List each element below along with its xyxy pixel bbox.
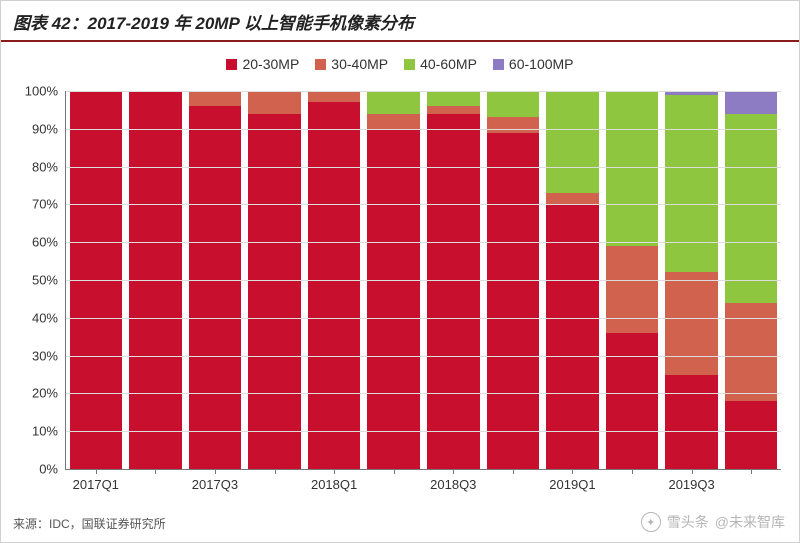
legend-item: 40-60MP	[404, 56, 477, 72]
watermark-author: @未来智库	[715, 512, 785, 532]
x-axis-label: 2019Q3	[668, 469, 714, 492]
bar-segment	[606, 333, 658, 469]
bar-segment	[427, 106, 479, 114]
legend-item: 60-100MP	[493, 56, 574, 72]
x-tick	[275, 469, 276, 474]
y-axis-label: 90%	[32, 121, 66, 136]
source-text: 来源：IDC，国联证券研究所	[13, 515, 166, 532]
x-axis-label: 2018Q1	[311, 469, 357, 492]
bar-segment	[427, 91, 479, 106]
bar-segment	[189, 106, 241, 469]
bar-segment	[606, 246, 658, 333]
y-axis-label: 80%	[32, 159, 66, 174]
bar-segment	[248, 91, 300, 114]
x-axis-label: 2018Q3	[430, 469, 476, 492]
legend-item: 20-30MP	[226, 56, 299, 72]
y-axis-label: 70%	[32, 197, 66, 212]
y-axis-label: 100%	[25, 84, 66, 99]
bar-segment	[308, 91, 360, 102]
bar-segment	[546, 91, 598, 193]
y-axis-label: 40%	[32, 310, 66, 325]
grid-line	[66, 393, 781, 394]
chart-title: 图表 42：2017-2019 年 20MP 以上智能手机像素分布	[13, 9, 787, 34]
grid-line	[66, 91, 781, 92]
watermark: ✦ 雪头条 @未来智库	[641, 512, 785, 532]
bar-segment	[487, 91, 539, 117]
legend-item: 30-40MP	[315, 56, 388, 72]
bar-segment	[367, 91, 419, 114]
title-bar: 图表 42：2017-2019 年 20MP 以上智能手机像素分布	[1, 1, 799, 42]
chart-card: 图表 42：2017-2019 年 20MP 以上智能手机像素分布 20-30M…	[0, 0, 800, 543]
watermark-logo-icon: ✦	[641, 512, 661, 532]
y-axis-label: 30%	[32, 348, 66, 363]
y-axis-label: 10%	[32, 424, 66, 439]
legend-label: 20-30MP	[242, 56, 299, 72]
y-axis-label: 60%	[32, 235, 66, 250]
y-axis-label: 20%	[32, 386, 66, 401]
bar-segment	[367, 114, 419, 129]
x-tick	[632, 469, 633, 474]
bar-segment	[189, 91, 241, 106]
x-tick	[751, 469, 752, 474]
grid-line	[66, 129, 781, 130]
grid-line	[66, 242, 781, 243]
y-axis-label: 0%	[39, 462, 66, 477]
chart-plot-area: 2017Q12017Q32018Q12018Q32019Q12019Q3 0%1…	[65, 91, 781, 470]
grid-line	[66, 318, 781, 319]
plot: 2017Q12017Q32018Q12018Q32019Q12019Q3 0%1…	[65, 91, 781, 470]
bar-segment	[487, 133, 539, 469]
legend-swatch	[315, 59, 326, 70]
bar-segment	[606, 91, 658, 246]
legend-swatch	[404, 59, 415, 70]
x-axis-label: 2019Q1	[549, 469, 595, 492]
bar-segment	[546, 204, 598, 469]
bar-segment	[546, 193, 598, 204]
bar-segment	[665, 272, 717, 374]
legend-label: 60-100MP	[509, 56, 574, 72]
grid-line	[66, 280, 781, 281]
bar-segment	[487, 117, 539, 132]
legend-swatch	[226, 59, 237, 70]
bar-segment	[367, 129, 419, 469]
bar-segment	[665, 375, 717, 470]
y-axis-label: 50%	[32, 273, 66, 288]
watermark-platform: 雪头条	[667, 512, 709, 532]
bar-segment	[308, 102, 360, 469]
x-tick	[513, 469, 514, 474]
x-axis-label: 2017Q1	[73, 469, 119, 492]
grid-line	[66, 167, 781, 168]
grid-line	[66, 204, 781, 205]
x-tick	[155, 469, 156, 474]
grid-line	[66, 431, 781, 432]
bar-segment	[725, 91, 777, 114]
bar-segment	[725, 114, 777, 303]
legend-swatch	[493, 59, 504, 70]
x-axis-label: 2017Q3	[192, 469, 238, 492]
legend-label: 40-60MP	[420, 56, 477, 72]
legend-label: 30-40MP	[331, 56, 388, 72]
grid-line	[66, 356, 781, 357]
legend: 20-30MP 30-40MP 40-60MP 60-100MP	[1, 42, 799, 79]
bar-segment	[665, 95, 717, 273]
bar-segment	[725, 401, 777, 469]
x-tick	[394, 469, 395, 474]
